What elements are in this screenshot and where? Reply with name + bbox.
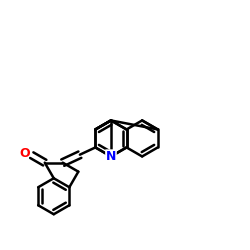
Text: O: O: [20, 148, 30, 160]
Text: N: N: [106, 150, 116, 163]
